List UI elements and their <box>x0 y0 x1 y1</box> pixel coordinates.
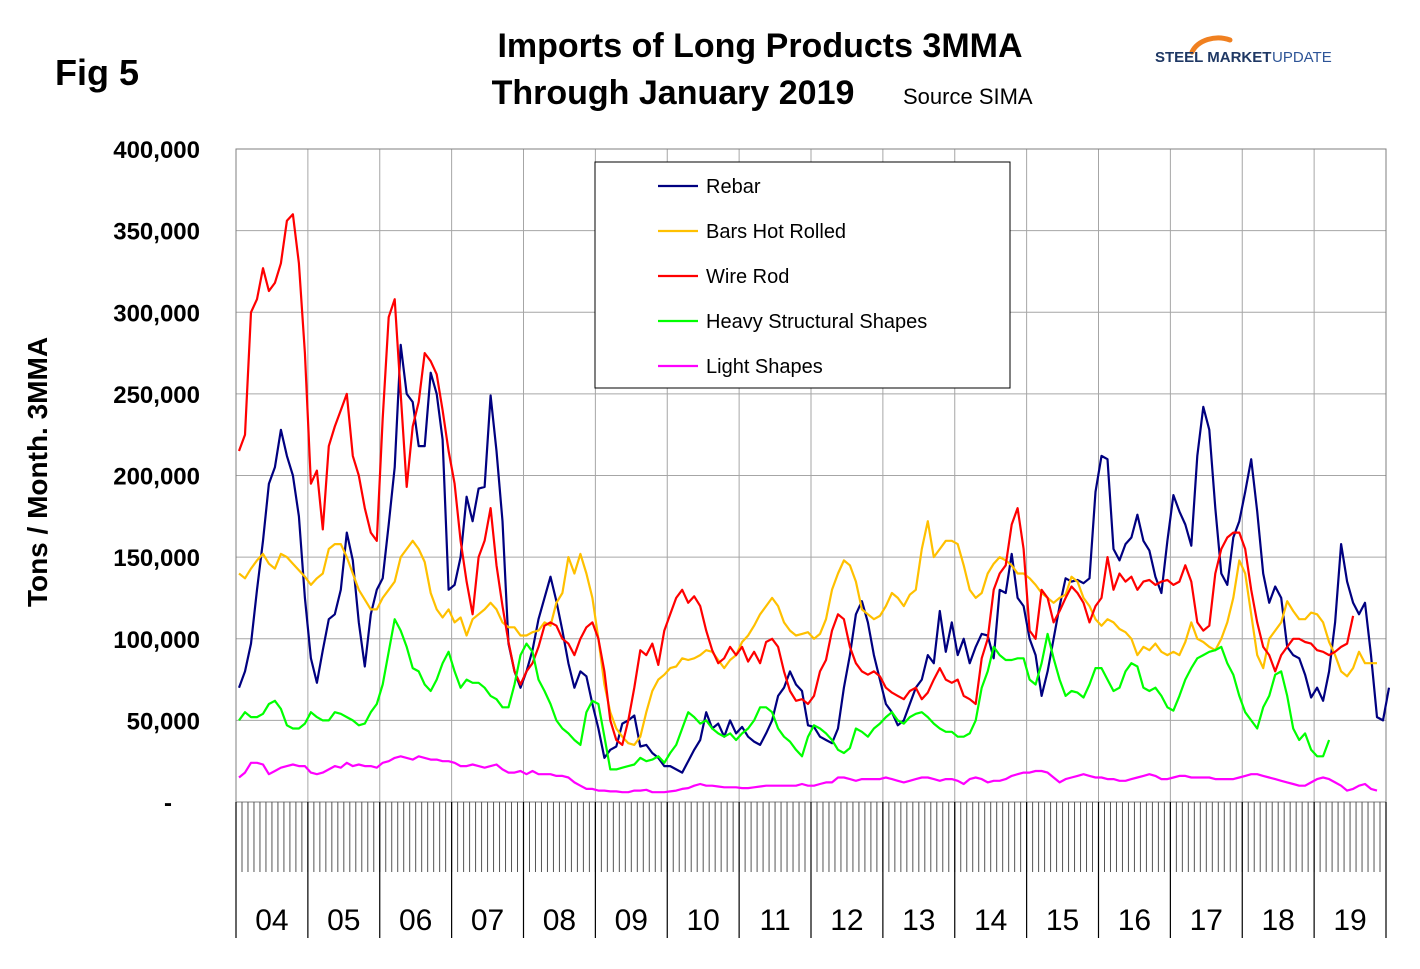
logo-text-bold: STEEL MARKET <box>1155 49 1271 66</box>
logo-text-light: UPDATE <box>1272 49 1332 66</box>
x-tick-label: 08 <box>543 904 576 937</box>
legend-label: Wire Rod <box>706 266 789 288</box>
legend-label: Light Shapes <box>706 356 823 378</box>
x-tick-label: 19 <box>1333 904 1366 937</box>
figure-label: Fig 5 <box>55 52 139 93</box>
legend: Rebar Bars Hot Rolled Wire Rod Heavy Struct… <box>594 161 1011 389</box>
y-tick-label: 150,000 <box>113 545 200 572</box>
x-tick-label: 07 <box>471 904 504 937</box>
x-tick-label: 10 <box>687 904 720 937</box>
y-tick-labels: - 50,000 100,000 150,000 200,000 250,000 300,0… <box>113 137 200 817</box>
y-tick-label: 350,000 <box>113 219 200 246</box>
x-tick-label: 16 <box>1118 904 1151 937</box>
legend-box <box>594 161 1011 389</box>
series-line-rebar <box>237 343 1391 774</box>
x-axis: 04 05 06 07 08 09 10 11 12 13 14 15 16 17 18 19 <box>235 802 1387 938</box>
x-tick-label: 18 <box>1262 904 1295 937</box>
series-line-light-shapes <box>238 755 1378 794</box>
legend-label: Bars Hot Rolled <box>706 221 846 243</box>
chart-title-line2: Through January 2019 <box>492 74 855 112</box>
y-tick-label: 100,000 <box>113 627 200 654</box>
x-tick-label: 15 <box>1046 904 1079 937</box>
y-tick-label: 250,000 <box>113 382 200 409</box>
x-tick-label: 14 <box>974 904 1007 937</box>
series-lines <box>237 213 1391 794</box>
y-tick-label: 200,000 <box>113 464 200 491</box>
x-tick-label: 04 <box>255 904 288 937</box>
x-tick-label: 09 <box>615 904 648 937</box>
logo-swoosh <box>1189 35 1233 55</box>
x-tick-label: 11 <box>759 904 790 937</box>
chart-title-line1: Imports of Long Products 3MMA <box>497 27 1022 65</box>
x-tick-label: 17 <box>1190 904 1223 937</box>
y-axis-label: Tons / Month. 3MMA <box>22 337 53 607</box>
x-tick-label: 12 <box>830 904 863 937</box>
y-tick-label: 400,000 <box>113 137 200 164</box>
steel-market-update-logo: STEEL MARKET UPDATE <box>1155 35 1332 66</box>
y-tick-label: 300,000 <box>113 300 200 327</box>
series-line-bars-hot-rolled <box>238 520 1377 747</box>
y-tick-label: - <box>164 790 172 817</box>
series-line-wire-rod <box>237 213 1355 747</box>
source-note: Source SIMA <box>903 84 1033 109</box>
legend-label: Rebar <box>706 176 761 198</box>
x-tick-label: 06 <box>399 904 432 937</box>
x-tick-label: 05 <box>327 904 360 937</box>
y-tick-label: 50,000 <box>127 708 200 735</box>
series-line-heavy-structural-shapes <box>238 618 1331 771</box>
legend-label: Heavy Structural Shapes <box>706 311 927 333</box>
x-tick-label: 13 <box>902 904 935 937</box>
